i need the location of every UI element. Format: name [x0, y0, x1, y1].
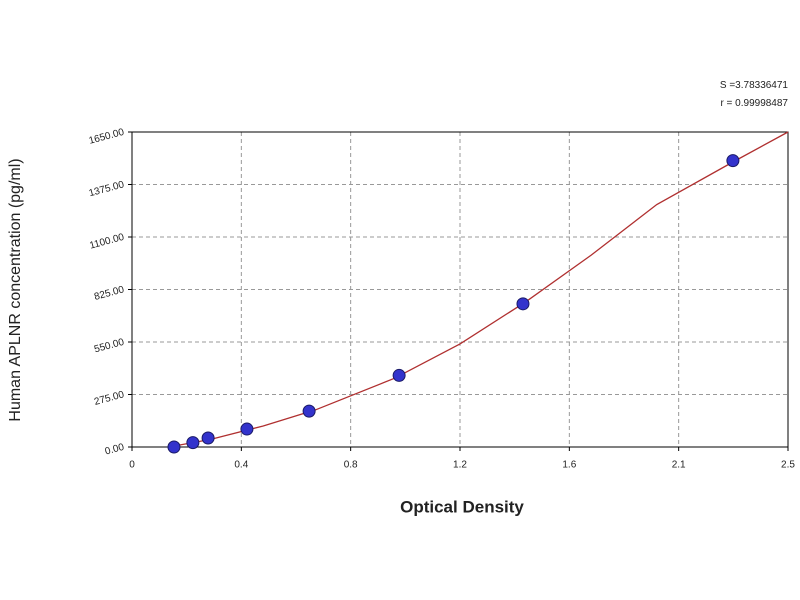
data-point — [516, 297, 530, 311]
x-tick-label: 0 — [129, 460, 135, 471]
y-tick-label: 0.00 — [104, 442, 126, 458]
x-tick-label: 1.6 — [562, 460, 576, 471]
data-point — [726, 154, 740, 168]
x-tick-label: 2.1 — [672, 460, 686, 471]
x-axis-title: Optical Density — [400, 497, 524, 516]
annotation: S =3.78336471 — [720, 80, 789, 91]
x-tick-label: 2.5 — [781, 460, 795, 471]
x-tick-label: 0.8 — [344, 460, 358, 471]
data-point — [240, 422, 254, 436]
plot-frame — [131, 131, 789, 448]
data-point — [186, 436, 200, 450]
x-tick-label: 1.2 — [453, 460, 467, 471]
y-axis-title: Human APLNR concentration (pg/ml) — [7, 158, 24, 421]
data-point — [201, 431, 215, 445]
data-point — [167, 440, 181, 454]
data-point — [302, 404, 316, 418]
x-tick-label: 0.4 — [234, 460, 248, 471]
annotation: r = 0.99998487 — [720, 98, 788, 109]
data-point — [392, 368, 406, 382]
